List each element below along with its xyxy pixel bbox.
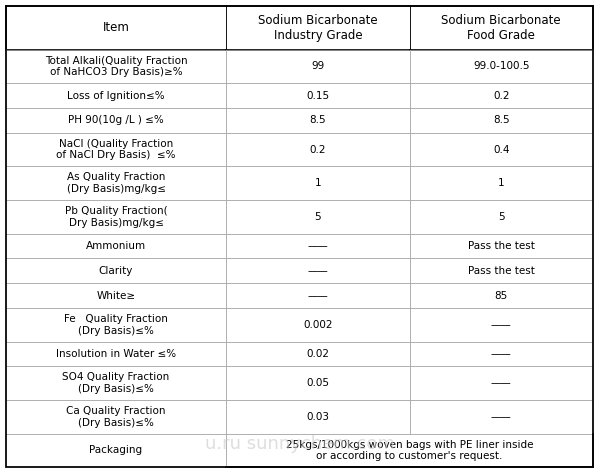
Text: Ammonium: Ammonium [86, 241, 146, 251]
Bar [410, 108, 593, 133]
Text: ——: —— [307, 266, 328, 276]
Bar [410, 342, 593, 366]
Bar [6, 400, 226, 434]
Text: 0.02: 0.02 [306, 349, 329, 359]
Text: Clarity: Clarity [99, 266, 133, 276]
Bar [6, 434, 226, 467]
Text: Total Alkali(Quality Fraction
of NaHCO3 Dry Basis)≥%: Total Alkali(Quality Fraction of NaHCO3 … [45, 56, 187, 77]
Bar [226, 83, 410, 108]
Bar [226, 283, 410, 308]
Text: Ca Quality Fraction
(Dry Basis)≤%: Ca Quality Fraction (Dry Basis)≤% [66, 406, 166, 428]
Bar [6, 283, 226, 308]
Bar [410, 50, 593, 83]
Text: Sodium Bicarbonate
Industry Grade: Sodium Bicarbonate Industry Grade [258, 14, 377, 42]
Text: 0.15: 0.15 [306, 91, 329, 101]
Text: Item: Item [102, 21, 129, 34]
Bar [226, 400, 410, 434]
Text: Loss of Ignition≤%: Loss of Ignition≤% [67, 91, 165, 101]
Bar [226, 167, 410, 200]
Bar [410, 400, 593, 434]
Text: 0.05: 0.05 [306, 378, 329, 388]
Text: 8.5: 8.5 [493, 116, 510, 126]
Text: 85: 85 [495, 291, 508, 301]
Text: Insolution in Water ≤%: Insolution in Water ≤% [56, 349, 176, 359]
Bar [6, 308, 226, 342]
Bar [410, 167, 593, 200]
Bar [410, 6, 593, 50]
Text: Pb Quality Fraction(
Dry Basis)mg/kg≤: Pb Quality Fraction( Dry Basis)mg/kg≤ [65, 206, 167, 228]
Bar [410, 283, 593, 308]
Bar [226, 434, 593, 467]
Text: ——: —— [491, 412, 512, 422]
Text: ——: —— [491, 378, 512, 388]
Bar [226, 259, 410, 283]
Text: NaCl (Quality Fraction
of NaCl Dry Basis)  ≤%: NaCl (Quality Fraction of NaCl Dry Basis… [56, 139, 176, 160]
Text: 0.2: 0.2 [310, 144, 326, 155]
Text: 99.0-100.5: 99.0-100.5 [473, 61, 530, 71]
Text: 99: 99 [311, 61, 325, 71]
Bar [226, 50, 410, 83]
Text: Packaging: Packaging [89, 446, 143, 455]
Bar [6, 200, 226, 234]
Text: 0.2: 0.2 [493, 91, 510, 101]
Text: 25kgs/1000kgs woven bags with PE liner inside
or according to customer's request: 25kgs/1000kgs woven bags with PE liner i… [286, 440, 533, 461]
Text: ——: —— [307, 291, 328, 301]
Bar [6, 50, 226, 83]
Text: Pass the test: Pass the test [468, 241, 535, 251]
Bar [6, 342, 226, 366]
Text: 5: 5 [498, 212, 504, 222]
Bar [6, 259, 226, 283]
Bar [6, 234, 226, 259]
Text: ——: —— [491, 320, 512, 330]
Bar [410, 366, 593, 400]
Bar [226, 133, 410, 167]
Bar [410, 83, 593, 108]
Text: Fe   Quality Fraction
(Dry Basis)≤%: Fe Quality Fraction (Dry Basis)≤% [64, 314, 168, 336]
Text: Sodium Bicarbonate
Food Grade: Sodium Bicarbonate Food Grade [441, 14, 561, 42]
Bar [410, 308, 593, 342]
Text: 0.4: 0.4 [493, 144, 510, 155]
Bar [6, 83, 226, 108]
Bar [6, 6, 226, 50]
Bar [410, 133, 593, 167]
Text: 0.03: 0.03 [306, 412, 329, 422]
Text: 1: 1 [314, 178, 321, 188]
Text: 8.5: 8.5 [310, 116, 326, 126]
Bar [410, 200, 593, 234]
Text: Pass the test: Pass the test [468, 266, 535, 276]
Bar [6, 108, 226, 133]
Bar [410, 234, 593, 259]
Text: As Quality Fraction
(Dry Basis)mg/kg≤: As Quality Fraction (Dry Basis)mg/kg≤ [66, 172, 165, 194]
Bar [226, 200, 410, 234]
Text: 5: 5 [314, 212, 321, 222]
Bar [6, 167, 226, 200]
Text: ——: —— [491, 349, 512, 359]
Bar [6, 366, 226, 400]
Bar [226, 342, 410, 366]
Text: PH 90(10g /L ) ≤%: PH 90(10g /L ) ≤% [68, 116, 164, 126]
Text: White≥: White≥ [96, 291, 135, 301]
Bar [226, 308, 410, 342]
Bar [226, 6, 410, 50]
Bar [410, 259, 593, 283]
Text: ——: —— [307, 241, 328, 251]
Bar [226, 108, 410, 133]
Bar [6, 133, 226, 167]
Text: 0.002: 0.002 [303, 320, 332, 330]
Text: 1: 1 [498, 178, 504, 188]
Text: u.ru sunnychem.com: u.ru sunnychem.com [205, 435, 394, 453]
Bar [226, 366, 410, 400]
Bar [226, 234, 410, 259]
Text: SO4 Quality Fraction
(Dry Basis)≤%: SO4 Quality Fraction (Dry Basis)≤% [62, 372, 170, 394]
